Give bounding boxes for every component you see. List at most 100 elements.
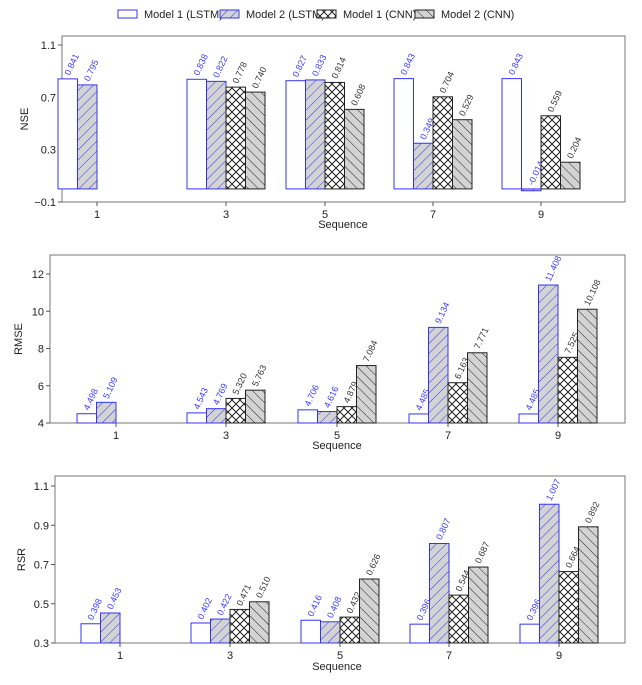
legend-swatch xyxy=(219,9,240,19)
y-axis-label: RSR xyxy=(16,548,28,571)
x-tick-label: 9 xyxy=(538,209,544,221)
bar-model-1-cnn xyxy=(432,96,453,190)
bar-value-label: 0.814 xyxy=(329,56,348,81)
legend: Model 1 (LSTM) Model 2 (LSTM) Model 1 (CNN… xyxy=(117,9,514,21)
bar-model-1-cnn xyxy=(229,608,250,644)
x-axis-label: Sequence xyxy=(312,440,362,452)
y-tick-label: 12 xyxy=(32,269,44,281)
bar-model-2-cnn xyxy=(467,352,488,424)
bar-value-label: 0.833 xyxy=(310,53,329,78)
bar-value-label: 4.706 xyxy=(302,383,321,408)
x-tick-label: 3 xyxy=(227,650,233,662)
bar-model-1-lstm xyxy=(300,619,321,644)
x-tick-label: 1 xyxy=(113,430,119,442)
x-tick-label: 5 xyxy=(322,209,328,221)
bar-model-1-cnn xyxy=(324,81,345,190)
x-tick-label: 9 xyxy=(556,650,562,662)
bar-model-2-cnn xyxy=(359,578,380,644)
bar-model-2-cnn xyxy=(577,308,598,424)
bar-model-1-lstm xyxy=(186,412,207,424)
bar-value-label: 0.510 xyxy=(254,575,273,600)
bar-value-label: 0.408 xyxy=(325,595,344,620)
y-tick-label: 0.7 xyxy=(34,560,49,572)
bar-value-label: 0.416 xyxy=(305,593,324,618)
bar-model-2-lstm xyxy=(538,284,559,424)
y-tick-label: 1.1 xyxy=(41,40,56,52)
x-tick-label: 7 xyxy=(446,650,452,662)
bar-value-label: 0.740 xyxy=(250,65,269,90)
bar-value-label: 0.453 xyxy=(105,586,124,611)
bar-model-2-lstm xyxy=(206,80,227,190)
legend-label: Model 2 (LSTM) xyxy=(246,9,325,21)
bar-model-2-lstm xyxy=(539,503,560,644)
bar-model-1-cnn xyxy=(225,86,246,190)
bar-model-1-lstm xyxy=(285,80,306,190)
x-tick-label: 9 xyxy=(555,430,561,442)
legend-label: Model 1 (CNN) xyxy=(343,9,416,21)
x-axis-label: Sequence xyxy=(318,219,368,231)
bar-model-1-lstm xyxy=(80,623,101,644)
x-axis-label: Sequence xyxy=(312,661,362,673)
bar-model-2-cnn xyxy=(356,365,377,424)
bar-model-1-cnn xyxy=(540,115,561,190)
y-tick-label: 0.7 xyxy=(41,92,56,104)
bar-model-2-cnn xyxy=(452,119,473,190)
bar-model-2-cnn xyxy=(245,91,266,190)
bar-value-label: 0.843 xyxy=(398,52,417,77)
bar-value-label: 0.626 xyxy=(364,552,383,577)
bar-model-2-cnn xyxy=(344,108,365,190)
y-tick-label: −0.1 xyxy=(34,197,56,209)
bar-value-label: 0.704 xyxy=(437,70,456,95)
bar-model-2-lstm xyxy=(320,621,341,644)
bar-value-label: 0.778 xyxy=(230,60,249,85)
bar-value-label: 5.763 xyxy=(250,363,269,388)
x-tick-label: 7 xyxy=(430,209,436,221)
bar-value-label: 10.108 xyxy=(582,278,603,307)
bar-model-2-lstm xyxy=(317,411,338,424)
y-tick-label: 0.3 xyxy=(41,145,56,157)
bar-value-label: 0.795 xyxy=(82,58,101,83)
bar-value-label: 0.559 xyxy=(545,89,564,114)
x-tick-label: 5 xyxy=(334,430,340,442)
y-tick-label: 1.1 xyxy=(34,481,49,493)
y-tick-label: 0.9 xyxy=(34,520,49,532)
bar-model-1-cnn xyxy=(336,406,357,424)
y-tick-label: 10 xyxy=(32,306,44,318)
bar-value-label: 9.134 xyxy=(433,301,452,326)
legend-item: Model 1 (CNN) xyxy=(316,9,416,21)
bar-value-label: 0.827 xyxy=(290,54,309,79)
legend-swatch xyxy=(414,9,435,19)
y-tick-label: 6 xyxy=(38,381,44,393)
x-tick-label: 5 xyxy=(337,650,343,662)
bar-model-2-cnn xyxy=(249,601,270,644)
y-tick-label: 4 xyxy=(38,418,44,430)
legend-item: Model 1 (LSTM) xyxy=(117,9,223,21)
bar-value-label: 1.007 xyxy=(544,477,563,502)
bar-model-1-lstm xyxy=(393,78,414,190)
bar-model-1-lstm xyxy=(408,413,429,424)
bar-value-label: 11.408 xyxy=(543,254,563,283)
bar-value-label: 0.402 xyxy=(195,596,214,621)
bar-model-2-lstm xyxy=(206,408,227,424)
bar-model-1-lstm xyxy=(57,78,78,190)
bar-value-label: 0.843 xyxy=(506,52,525,77)
legend-label: Model 1 (LSTM) xyxy=(144,9,223,21)
bar-model-2-lstm xyxy=(96,401,117,424)
bar-model-2-cnn xyxy=(468,566,489,644)
bar-model-1-lstm xyxy=(409,623,430,644)
bar-value-label: 0.822 xyxy=(211,55,230,80)
bar-value-label: 0.807 xyxy=(434,517,453,542)
bar-model-1-lstm xyxy=(519,623,540,644)
bar-value-label: 5.109 xyxy=(101,376,120,401)
bar-value-label: 0.529 xyxy=(457,93,476,118)
x-tick-label: 1 xyxy=(117,650,123,662)
bar-model-2-lstm xyxy=(521,188,542,192)
y-axis-label: RMSE xyxy=(13,323,25,355)
bar-value-label: 4.616 xyxy=(322,385,341,410)
bar-model-2-lstm xyxy=(77,84,98,190)
bar-value-label: 7.771 xyxy=(472,326,491,351)
bar-model-2-lstm xyxy=(413,142,434,190)
bar-model-1-cnn xyxy=(339,616,360,644)
bar-value-label: 0.892 xyxy=(583,500,602,525)
